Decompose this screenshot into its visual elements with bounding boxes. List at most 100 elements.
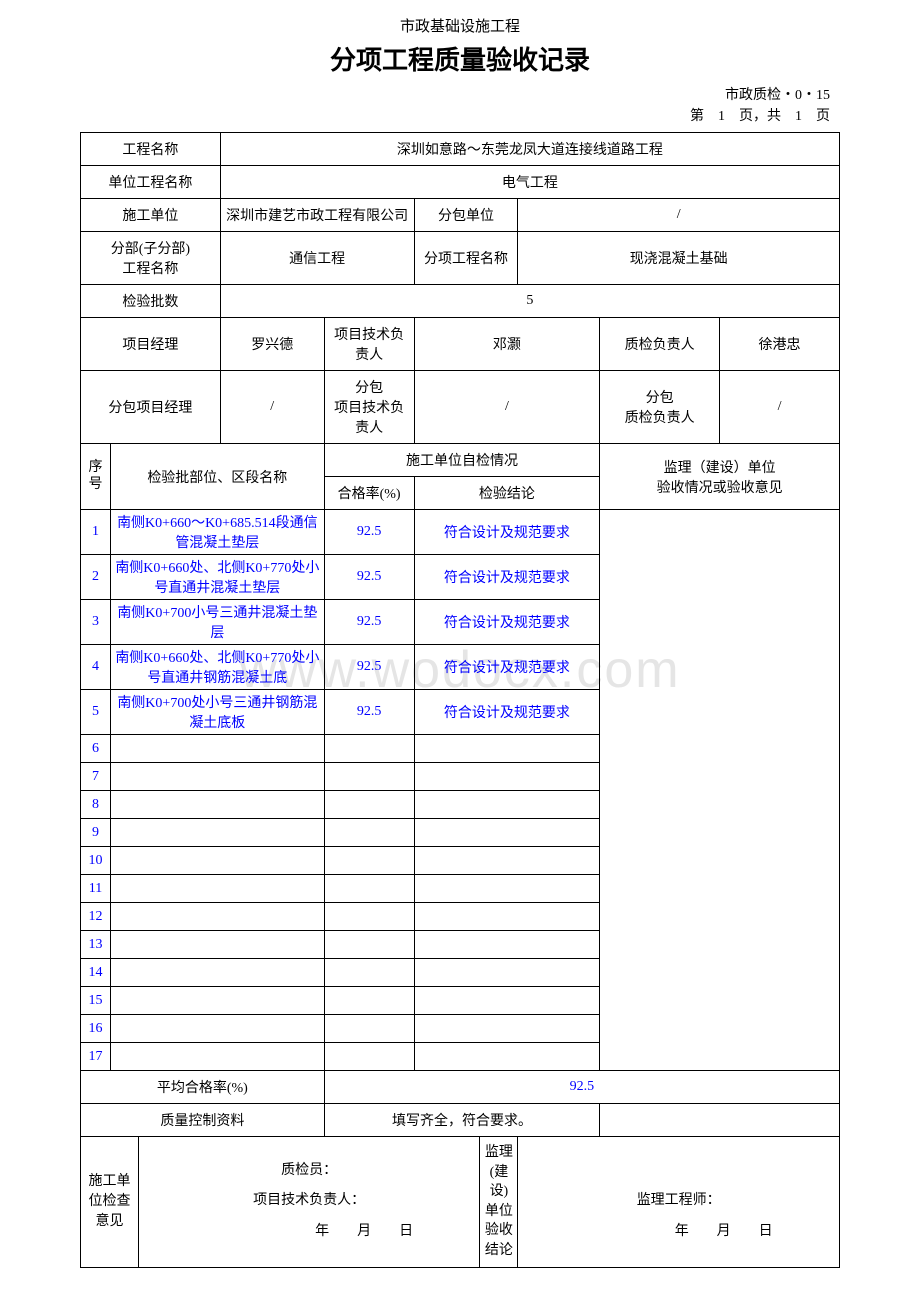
value-sub-pm: / xyxy=(220,371,324,444)
value-qc-lead: 徐港忠 xyxy=(720,318,840,371)
row-name xyxy=(110,819,324,847)
tech-person-label: 项目技术负责人： xyxy=(143,1186,476,1217)
row-num: 6 xyxy=(81,735,111,763)
row-rate xyxy=(324,959,414,987)
row-rate xyxy=(324,763,414,791)
row-name xyxy=(110,791,324,819)
table-row: 1南侧K0+660～K0+685.514段通信管混凝土垫层92.5符合设计及规范… xyxy=(81,510,840,555)
value-qc-material: 填写齐全，符合要求。 xyxy=(324,1104,600,1137)
row-rate xyxy=(324,987,414,1015)
row-name xyxy=(110,763,324,791)
row-num: 8 xyxy=(81,791,111,819)
row-conclusion: 符合设计及规范要求 xyxy=(414,555,600,600)
row-conclusion xyxy=(414,1043,600,1071)
label-sub-pm: 分包项目经理 xyxy=(81,371,221,444)
row-rate xyxy=(324,847,414,875)
value-division: 通信工程 xyxy=(220,232,414,285)
row-conclusion xyxy=(414,819,600,847)
row-name: 南侧K0+660处、北侧K0+770处小号直通井混凝土垫层 xyxy=(110,555,324,600)
row-rate xyxy=(324,931,414,959)
row-rate xyxy=(324,1043,414,1071)
label-subcontractor: 分包单位 xyxy=(414,199,518,232)
row-name: 南侧K0+660处、北侧K0+770处小号直通井钢筋混凝土底 xyxy=(110,645,324,690)
th-seq: 序号 xyxy=(81,444,111,510)
row-num: 14 xyxy=(81,959,111,987)
header-subtitle: 市政基础设施工程 xyxy=(0,15,920,36)
row-rate: 92.5 xyxy=(324,690,414,735)
row-conclusion: 符合设计及规范要求 xyxy=(414,690,600,735)
label-supervisor-conclusion: 监理(建设)单位验收结论 xyxy=(480,1137,518,1268)
row-num: 1 xyxy=(81,510,111,555)
row-conclusion xyxy=(414,763,600,791)
row-num: 7 xyxy=(81,763,111,791)
row-rate xyxy=(324,875,414,903)
row-name xyxy=(110,847,324,875)
value-pm: 罗兴德 xyxy=(220,318,324,371)
value-tech-lead: 邓灏 xyxy=(414,318,600,371)
th-conclusion: 检验结论 xyxy=(414,477,600,510)
row-num: 2 xyxy=(81,555,111,600)
th-pass-rate: 合格率(%) xyxy=(324,477,414,510)
row-conclusion: 符合设计及规范要求 xyxy=(414,510,600,555)
row-name: 南侧K0+700小号三通井混凝土垫层 xyxy=(110,600,324,645)
row-num: 17 xyxy=(81,1043,111,1071)
row-conclusion xyxy=(414,931,600,959)
label-item-project: 分项工程名称 xyxy=(414,232,518,285)
qc-person-label: 质检员： xyxy=(143,1156,476,1187)
label-tech-lead: 项目技术负责人 xyxy=(324,318,414,371)
row-conclusion xyxy=(414,1015,600,1043)
page-info: 第 1 页，共 1 页 xyxy=(0,106,830,127)
row-rate xyxy=(324,735,414,763)
label-pm: 项目经理 xyxy=(81,318,221,371)
date-line-left: 年 月 日 xyxy=(143,1217,476,1248)
row-num: 9 xyxy=(81,819,111,847)
th-batch-name: 检验批部位、区段名称 xyxy=(110,444,324,510)
row-num: 12 xyxy=(81,903,111,931)
row-conclusion: 符合设计及规范要求 xyxy=(414,645,600,690)
value-sub-tech: / xyxy=(414,371,600,444)
row-name: 南侧K0+660～K0+685.514段通信管混凝土垫层 xyxy=(110,510,324,555)
row-num: 13 xyxy=(81,931,111,959)
row-num: 11 xyxy=(81,875,111,903)
label-project-name: 工程名称 xyxy=(81,133,221,166)
row-name xyxy=(110,987,324,1015)
label-constructor: 施工单位 xyxy=(81,199,221,232)
row-name: 南侧K0+700处小号三通井钢筋混凝土底板 xyxy=(110,690,324,735)
label-sub-tech: 分包 项目技术负责人 xyxy=(324,371,414,444)
row-rate: 92.5 xyxy=(324,555,414,600)
row-num: 4 xyxy=(81,645,111,690)
value-item-project: 现浇混凝土基础 xyxy=(518,232,840,285)
page-title: 分项工程质量验收记录 xyxy=(0,40,920,77)
row-conclusion: 符合设计及规范要求 xyxy=(414,600,600,645)
row-name xyxy=(110,931,324,959)
qc-material-right xyxy=(600,1104,840,1137)
value-subcontractor: / xyxy=(518,199,840,232)
label-constructor-opinion: 施工单位检查意见 xyxy=(81,1137,139,1268)
row-rate xyxy=(324,903,414,931)
row-num: 10 xyxy=(81,847,111,875)
row-conclusion xyxy=(414,847,600,875)
value-project-name: 深圳如意路～东莞龙凤大道连接线道路工程 xyxy=(220,133,839,166)
row-name xyxy=(110,875,324,903)
row-num: 15 xyxy=(81,987,111,1015)
label-division: 分部(子分部) 工程名称 xyxy=(81,232,221,285)
label-qc-lead: 质检负责人 xyxy=(600,318,720,371)
row-name xyxy=(110,903,324,931)
date-line-right: 年 月 日 xyxy=(522,1217,835,1248)
row-rate xyxy=(324,1015,414,1043)
form-code: 市政质检・0・15 xyxy=(0,85,830,106)
value-sub-qc: / xyxy=(720,371,840,444)
label-unit-project: 单位工程名称 xyxy=(81,166,221,199)
th-self-check: 施工单位自检情况 xyxy=(324,444,600,477)
value-avg-rate: 92.5 xyxy=(324,1071,839,1104)
supervisor-opinion-cell xyxy=(600,510,840,1071)
row-name xyxy=(110,1015,324,1043)
label-avg-rate: 平均合格率(%) xyxy=(81,1071,325,1104)
row-rate: 92.5 xyxy=(324,645,414,690)
row-name xyxy=(110,735,324,763)
label-qc-material: 质量控制资料 xyxy=(81,1104,325,1137)
value-batch-count: 5 xyxy=(220,285,839,318)
row-conclusion xyxy=(414,987,600,1015)
row-num: 5 xyxy=(81,690,111,735)
row-conclusion xyxy=(414,903,600,931)
